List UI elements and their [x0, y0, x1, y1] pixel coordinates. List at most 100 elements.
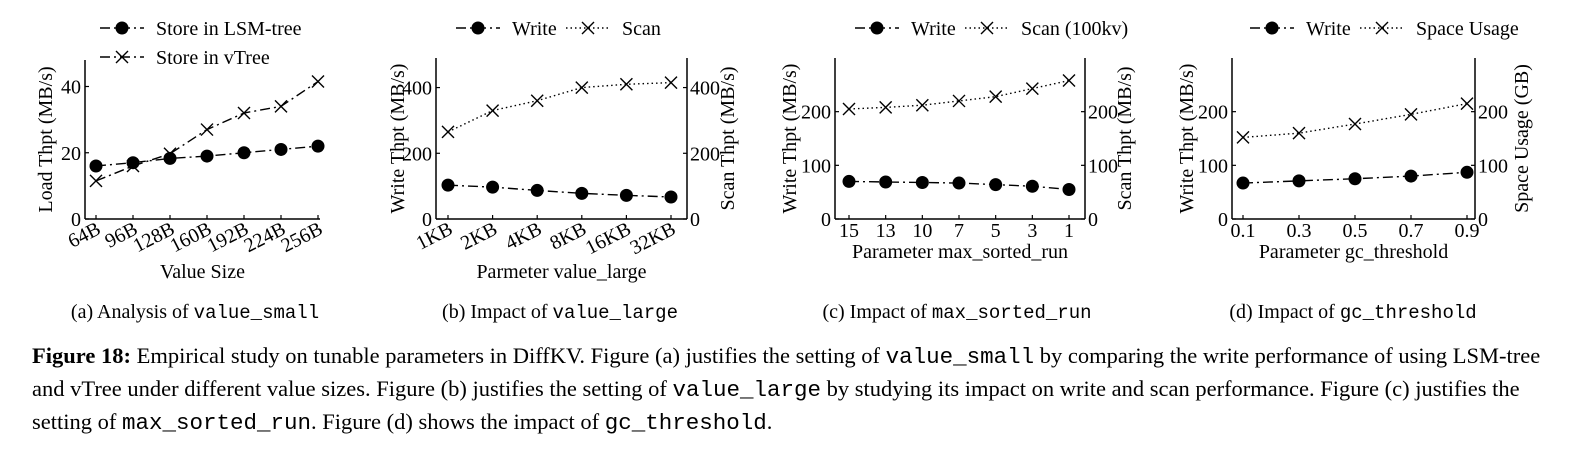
data-point: [530, 183, 544, 197]
data-point: [989, 90, 1003, 104]
data-point: [1025, 179, 1039, 193]
subfigure-caption-text: (d) Impact of: [1229, 301, 1340, 323]
data-point: [1062, 182, 1076, 196]
y-tick-label-right: 100: [1478, 155, 1508, 177]
data-point: [575, 186, 589, 200]
x-tick-label: 0.1: [1231, 220, 1256, 242]
data-point: [879, 175, 893, 189]
subfigure-caption: (a) Analysis of value_small: [71, 301, 319, 324]
data-point: [989, 178, 1003, 192]
legend-marker: [115, 21, 129, 35]
caption-code-1: value_small: [885, 344, 1035, 370]
legend-label: Write: [911, 18, 956, 40]
x-tick-label: 2KB: [457, 218, 501, 255]
y-tick-label: 100: [1198, 155, 1228, 177]
y-tick-label: 200: [801, 102, 831, 124]
subfigure-caption-code: max_sorted_run: [932, 302, 1092, 324]
x-tick-label: 0.3: [1287, 220, 1312, 242]
legend-marker: [581, 21, 595, 35]
y-tick-label: 0: [821, 209, 831, 231]
legend-label: Write: [1306, 18, 1351, 40]
x-tick-label: 1: [1064, 220, 1074, 242]
data-point: [126, 159, 140, 173]
data-point: [237, 106, 251, 120]
y-tick-label-right: 100: [1088, 155, 1118, 177]
chart-d: 0 100 200 0 100 200 0.1 0.3 0.5 0.7 0.9 Parameter g…: [1176, 18, 1533, 324]
x-tick-label: 0.9: [1455, 220, 1480, 242]
x-tick-label: 0.5: [1343, 220, 1368, 242]
legend-label: Store in LSM-tree: [156, 18, 302, 40]
data-point: [619, 188, 633, 202]
y-axis-title: Write Thpt (MB/s): [779, 64, 801, 214]
y-tick-label-right: 0: [1478, 209, 1488, 231]
series-line: [447, 81, 672, 133]
legend-label: Scan: [622, 18, 661, 40]
y-axis-title-right: Space Usage (GB): [1511, 64, 1533, 213]
data-point: [915, 176, 929, 190]
caption-text-4: . Figure (d) shows the impact of: [311, 409, 605, 434]
data-point: [1404, 169, 1418, 183]
x-axis-title: Value Size: [160, 261, 245, 283]
legend-label: Write: [512, 18, 557, 40]
subfigure-caption-code: gc_threshold: [1340, 302, 1477, 324]
y-tick-label: 0: [422, 209, 432, 231]
data-point: [1348, 117, 1362, 131]
data-point: [1460, 165, 1474, 179]
data-point: [1292, 126, 1306, 140]
caption-text-5: .: [766, 409, 773, 434]
legend-label: Store in vTree: [156, 47, 270, 69]
x-axis-title: Parameter max_sorted_run: [852, 241, 1068, 263]
legend-marker: [980, 21, 994, 35]
x-tick-label: 10: [912, 220, 932, 242]
y-axis-title-right: Scan Thpt (MB/s): [1114, 66, 1136, 210]
data-point: [311, 75, 325, 89]
x-axis-title: Parameter gc_threshold: [1259, 241, 1448, 263]
data-point: [530, 94, 544, 108]
subfigure-caption: (d) Impact of gc_threshold: [1229, 301, 1476, 324]
legend-label: Scan (100kv): [1021, 18, 1128, 40]
data-point: [200, 123, 214, 137]
subfigure-caption: (c) Impact of max_sorted_run: [822, 301, 1091, 324]
subfigure-caption: (b) Impact of value_large: [442, 301, 678, 324]
subfigure-caption-text: (a) Analysis of: [71, 301, 194, 323]
data-point: [274, 99, 288, 113]
x-tick-label: 5: [991, 220, 1001, 242]
x-tick-label: 0.7: [1399, 220, 1424, 242]
data-point: [126, 156, 140, 170]
figure-caption: Figure 18: Empirical study on tunable pa…: [32, 340, 1552, 439]
y-tick-label-right: 400: [690, 78, 720, 100]
x-tick-label: 1KB: [413, 218, 457, 255]
x-tick-label: 13: [876, 220, 896, 242]
data-point: [89, 159, 103, 173]
subfigure-caption-text: (b) Impact of: [442, 301, 553, 323]
series-line: [447, 184, 672, 198]
x-tick-label: 256B: [278, 218, 327, 257]
x-tick-label: 32KB: [627, 218, 680, 259]
x-tick-label: 3: [1027, 220, 1037, 242]
data-point: [237, 146, 251, 160]
data-point: [1025, 82, 1039, 96]
y-axis-title: Write Thpt (MB/s): [1176, 64, 1198, 214]
y-tick-label-right: 200: [690, 143, 720, 165]
subfigure-caption-text: (c) Impact of: [822, 301, 931, 323]
data-point: [619, 77, 633, 91]
data-point: [1236, 130, 1250, 144]
data-point: [1460, 97, 1474, 111]
y-tick-label: 40: [61, 77, 81, 99]
y-tick-label: 0: [1218, 209, 1228, 231]
x-axis-title: Parmeter value_large: [476, 261, 646, 283]
data-point: [200, 149, 214, 163]
caption-code-4: gc_threshold: [604, 410, 767, 436]
y-axis-title: Load Thpt (MB/s): [35, 66, 57, 212]
data-point: [1292, 174, 1306, 188]
legend-marker: [471, 21, 485, 35]
y-tick-label: 200: [402, 143, 432, 165]
legend-marker: [1375, 21, 1389, 35]
caption-text-3: by studying its impact on write and scan…: [32, 376, 1520, 434]
series-line: [1242, 102, 1468, 139]
data-point: [163, 147, 177, 161]
